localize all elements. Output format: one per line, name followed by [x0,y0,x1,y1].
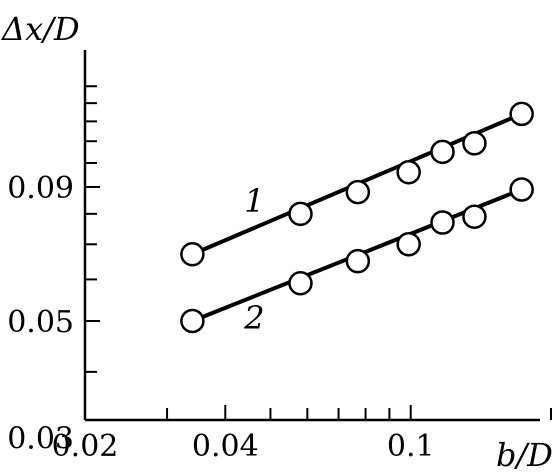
series-1-point [430,139,455,165]
series-group: 12 [180,101,534,337]
series-2-point [396,232,421,257]
y-axis-title: Δx/D [0,10,80,48]
series-1-point [180,242,205,267]
axis-ticks: 0.02 0.04 0.1 0.03 0.05 0.09 [7,85,552,464]
series-2-label: 2 [243,299,264,337]
series-2-point [288,271,313,296]
series-1-point [396,160,421,185]
x-tick-label: 0.1 [387,429,435,464]
y-tick-label: 0.09 [7,171,74,206]
x-tick-label: 0.02 [52,429,119,464]
series-1-point [288,201,313,227]
series-2-point [509,177,534,202]
series-2-point [345,248,371,274]
series-1-label: 1 [244,182,264,220]
series-2-point [430,210,455,235]
x-axis-title: b/D [496,436,553,473]
series-2-point [180,308,205,334]
y-tick-label: 0.03 [7,421,74,456]
series-1-point [509,101,534,127]
x-tick-label: 0.04 [192,429,259,464]
series-1-point [462,131,487,156]
series-1-point [345,179,371,205]
y-tick-label: 0.05 [7,305,74,340]
series-2-point [462,204,487,229]
